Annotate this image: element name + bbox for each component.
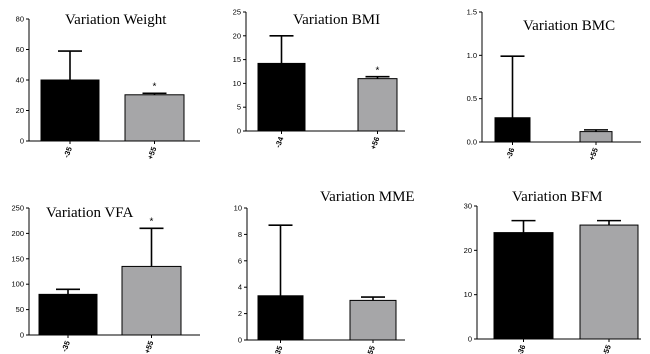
significance-marker: * [150,216,154,227]
significance-marker: * [376,66,380,77]
bar [38,293,98,336]
x-category-label: +55 [600,344,613,354]
chart-title: Variation VFA [46,205,134,221]
y-tick-label: 1.0 [467,51,477,60]
y-tick-label: 20 [233,31,241,40]
y-tick-label: 25 [233,8,241,17]
y-tick-label: 250 [11,204,24,213]
chart-title: Variation BFM [512,189,602,205]
x-category-label: +55 [143,340,156,354]
x-category-label: -35 [60,340,72,353]
y-tick-label: 30 [464,202,472,211]
bar [493,232,554,340]
y-tick-label: 2 [238,309,242,318]
x-category-label: -35 [62,146,74,159]
bar [40,79,100,142]
bar [124,94,185,142]
bar [579,131,613,143]
y-tick-label: 10 [233,79,241,88]
y-tick-label: 200 [11,229,24,238]
x-category-label: +56 [369,136,382,151]
x-category-label: -36 [504,147,516,160]
y-tick-label: 20 [16,106,24,115]
y-tick-label: 60 [16,45,24,54]
bar [357,78,398,132]
y-tick-label: 0 [237,127,241,136]
y-tick-label: 20 [464,246,472,255]
chart-title: Variation BMC [523,18,615,34]
y-tick-label: 50 [16,305,24,314]
x-category-label: +55 [146,146,159,161]
x-category-label: -35 [272,345,284,354]
y-tick-label: 100 [11,280,24,289]
x-category-label: +55 [364,345,377,354]
bar [257,295,304,341]
bar [121,265,182,336]
y-tick-label: 10 [464,290,472,299]
y-tick-label: 40 [16,76,24,85]
y-tick-label: 1.5 [467,8,477,17]
y-tick-label: 0 [238,336,242,345]
y-tick-label: 0 [20,137,24,146]
bar [349,299,397,341]
y-tick-label: 0.0 [467,138,477,147]
bar [494,117,531,143]
bar [579,224,639,340]
x-category-label: +55 [587,147,600,162]
bar [257,62,306,132]
y-tick-label: 6 [238,256,242,265]
y-tick-label: 0 [20,331,24,340]
x-category-label: -34 [273,135,285,149]
chart-title: Variation BMI [293,12,380,28]
y-tick-label: 0 [468,335,472,344]
y-tick-label: 0.5 [467,94,477,103]
y-tick-label: 4 [238,283,242,292]
y-tick-label: 8 [238,230,242,239]
y-tick-label: 5 [237,103,241,112]
y-tick-label: 10 [234,204,242,213]
y-tick-label: 80 [16,15,24,24]
significance-marker: * [153,81,157,92]
y-tick-label: 150 [11,254,24,263]
x-category-label: -36 [515,344,527,354]
chart-title: Variation Weight [65,12,167,28]
chart-title: Variation MME [320,189,415,205]
y-tick-label: 15 [233,55,241,64]
